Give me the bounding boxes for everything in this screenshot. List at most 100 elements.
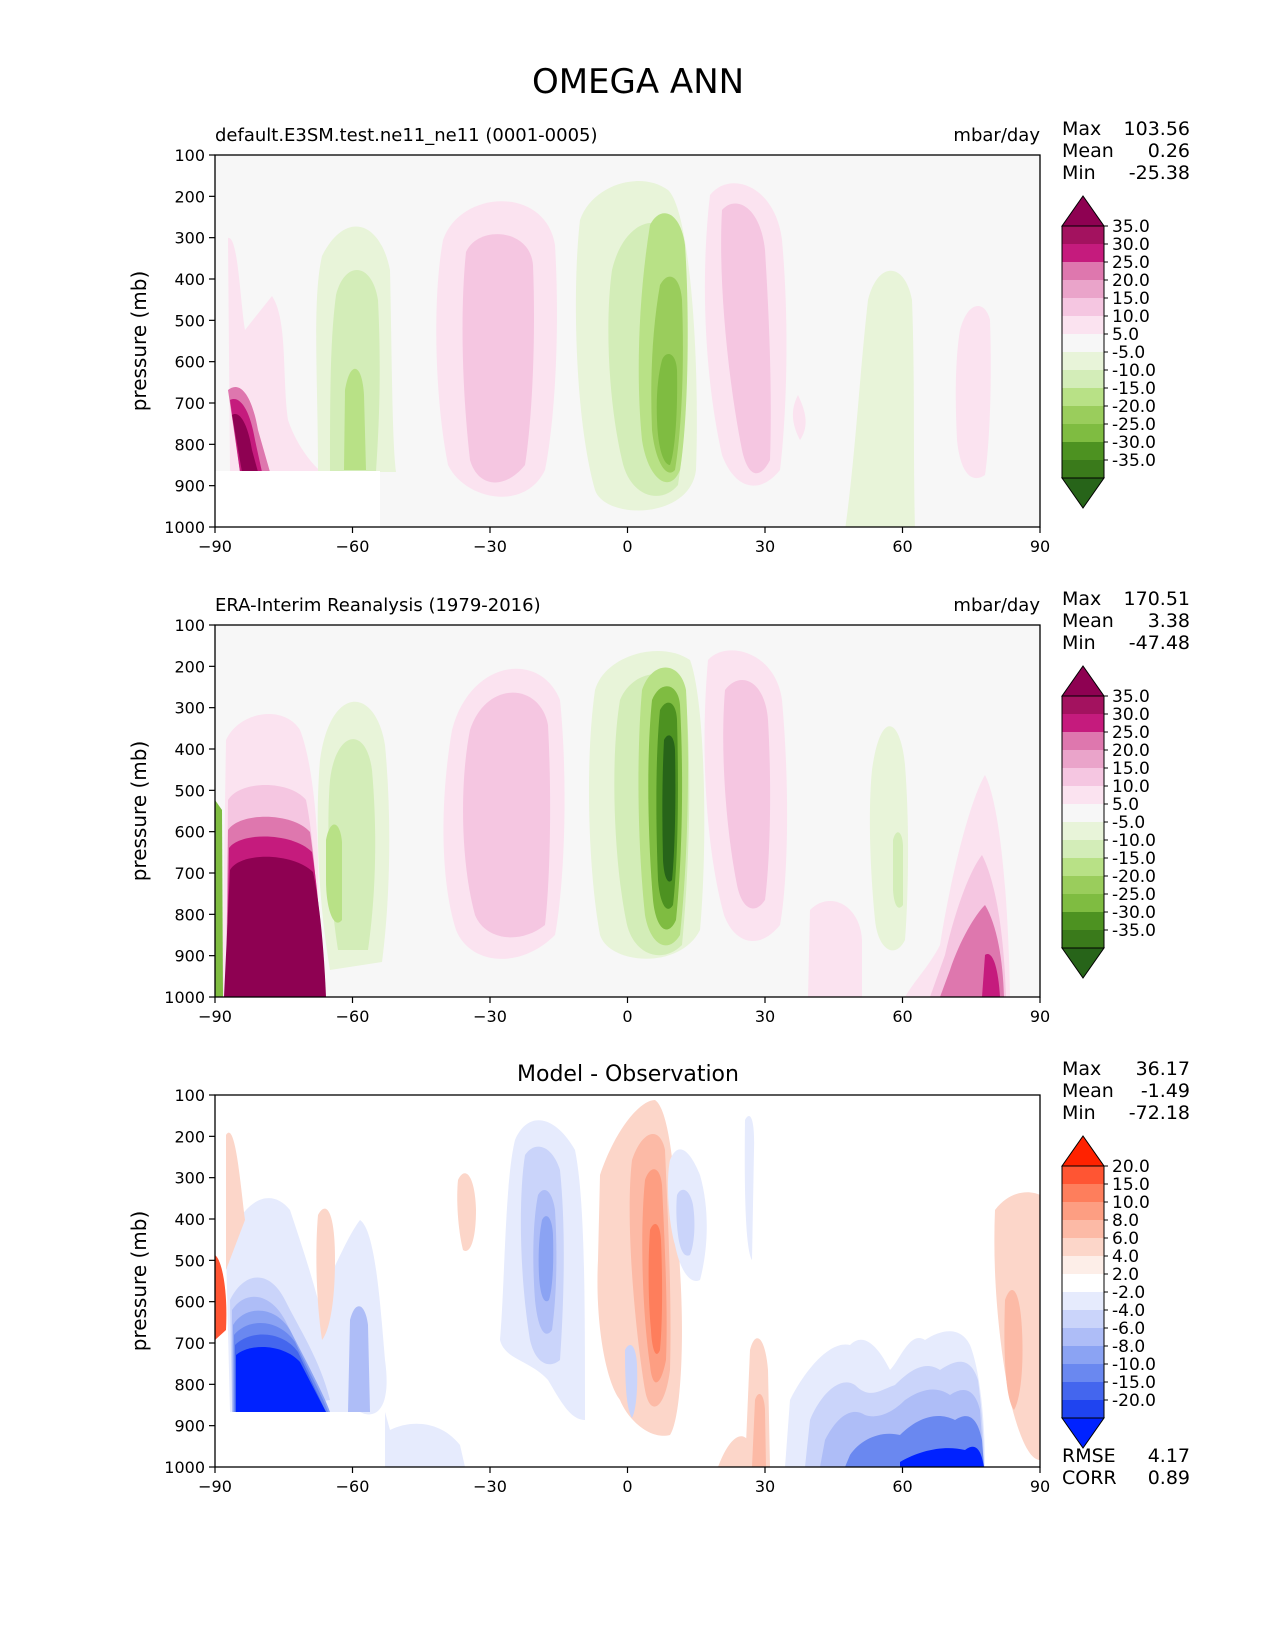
- colorbar-label: 25.0: [1112, 253, 1150, 273]
- x-tick-label: −60: [336, 1007, 370, 1026]
- stat-label: RMSE: [1062, 1445, 1116, 1467]
- colorbar-segment: [1062, 226, 1104, 244]
- y-tick-label: 400: [174, 740, 205, 759]
- colorbar-segment: [1062, 406, 1104, 424]
- y-tick-label: 800: [174, 1375, 205, 1394]
- field-blob: [348, 1306, 370, 1412]
- y-tick-label: 900: [174, 1417, 205, 1436]
- colorbar-segment: [1062, 1346, 1104, 1364]
- colorbar-label: -10.0: [1112, 1355, 1156, 1375]
- panel-observation-colorbar: 35.030.025.020.015.010.05.0-5.0-10.0-15.…: [1061, 665, 1156, 979]
- colorbar-label: 20.0: [1112, 271, 1150, 291]
- panel-model-colorbar: 35.030.025.020.015.010.05.0-5.0-10.0-15.…: [1061, 195, 1156, 509]
- colorbar-segment: [1062, 1202, 1104, 1220]
- y-tick-label: 800: [174, 905, 205, 924]
- panel-model: −90 −60 −30 0 30 60 90 100 200 300 400 500 600 700 800…: [127, 118, 1190, 556]
- colorbar-label: 15.0: [1112, 1175, 1150, 1195]
- stat-label: Max: [1062, 118, 1101, 140]
- colorbar-label: 30.0: [1112, 235, 1150, 255]
- colorbar-segment: [1062, 1292, 1104, 1310]
- colorbar-label: -20.0: [1112, 867, 1156, 887]
- field-blob: [656, 354, 678, 465]
- x-tick-label: 0: [622, 537, 632, 556]
- field-blob: [232, 414, 258, 472]
- y-tick-label: 300: [174, 1169, 205, 1188]
- y-tick-label: 500: [174, 311, 205, 330]
- colorbar-segment: [1062, 912, 1104, 930]
- colorbar-segment: [1062, 334, 1104, 352]
- y-tick-label: 300: [174, 229, 205, 248]
- colorbar-segment: [1062, 1184, 1104, 1202]
- colorbar-segment: [1062, 858, 1104, 876]
- colorbar-label: -20.0: [1112, 397, 1156, 417]
- stat-label: CORR: [1062, 1467, 1117, 1489]
- colorbar-segment: [1062, 930, 1104, 948]
- field-blob: [625, 1345, 638, 1418]
- stat-value: -1.49: [1141, 1080, 1190, 1102]
- panel-observation-ylabel: pressure (mb): [127, 741, 151, 882]
- panel-model-units: mbar/day: [953, 125, 1040, 146]
- colorbar-segment: [1062, 460, 1104, 478]
- colorbar-segment: [1062, 1328, 1104, 1346]
- x-tick-label: −60: [336, 1477, 370, 1496]
- field-blob: [752, 1394, 766, 1467]
- colorbar-segment: [1062, 316, 1104, 334]
- colorbar-segment: [1062, 1310, 1104, 1328]
- field-blob: [215, 1255, 227, 1340]
- x-tick-label: 60: [892, 537, 912, 556]
- y-tick-label: 1000: [164, 1458, 205, 1477]
- x-tick-label: −30: [473, 1477, 507, 1496]
- panel-difference-stats: Max 36.17 Mean -1.49 Min -72.18: [1062, 1058, 1190, 1124]
- stat-label: Min: [1062, 632, 1096, 654]
- field-blob: [676, 1189, 695, 1256]
- y-tick-label: 800: [174, 435, 205, 454]
- stat-value: 0.89: [1148, 1467, 1190, 1489]
- field-blob: [1004, 1290, 1023, 1410]
- colorbar-segment: [1062, 1220, 1104, 1238]
- colorbar-label: -2.0: [1112, 1283, 1145, 1303]
- stat-value: 170.51: [1124, 588, 1190, 610]
- colorbar-segment: [1062, 352, 1104, 370]
- y-tick-label: 600: [174, 353, 205, 372]
- colorbar-segment: [1062, 786, 1104, 804]
- panel-model-title-left: default.E3SM.test.ne11_ne11 (0001-0005): [215, 125, 598, 146]
- field-blob: [869, 726, 909, 951]
- colorbar-label: 10.0: [1112, 1193, 1150, 1213]
- panel-observation-axes: −90 −60 −30 0 30 60 90 100 200 300 400 500 600 700 800…: [164, 616, 1050, 1026]
- panel-observation-units: mbar/day: [953, 595, 1040, 616]
- y-tick-label: 400: [174, 1210, 205, 1229]
- panel-model-ylabel: pressure (mb): [127, 271, 151, 412]
- panel-observation-title-left: ERA-Interim Reanalysis (1979-2016): [215, 595, 541, 616]
- field-blob: [538, 1216, 554, 1302]
- x-tick-label: 30: [755, 1477, 775, 1496]
- colorbar-segment: [1062, 1364, 1104, 1382]
- colorbar-label: 15.0: [1112, 759, 1150, 779]
- colorbar-label: 5.0: [1112, 795, 1139, 815]
- panel-difference-ylabel: pressure (mb): [127, 1211, 151, 1352]
- y-tick-label: 100: [174, 146, 205, 165]
- panel-difference-error-stats: RMSE 4.17 CORR 0.89: [1062, 1445, 1190, 1489]
- stat-value: 103.56: [1124, 118, 1190, 140]
- colorbar-segment: [1062, 244, 1104, 262]
- field-blob: [662, 735, 676, 882]
- colorbar-segment: [1062, 370, 1104, 388]
- y-tick-label: 1000: [164, 988, 205, 1007]
- colorbar-label: -30.0: [1112, 433, 1156, 453]
- colorbar-segment: [1062, 696, 1104, 714]
- y-tick-label: 700: [174, 394, 205, 413]
- colorbar-segment: [1062, 876, 1104, 894]
- x-tick-label: 90: [1030, 537, 1050, 556]
- colorbar-label: 30.0: [1112, 705, 1150, 725]
- field-blob: [463, 692, 551, 938]
- field-blob: [723, 680, 771, 909]
- panel-model-contours: [215, 181, 991, 527]
- field-blob: [316, 1208, 335, 1340]
- colorbar-label: -25.0: [1112, 885, 1156, 905]
- colorbar-label: 20.0: [1112, 741, 1150, 761]
- colorbar-label: 25.0: [1112, 723, 1150, 743]
- colorbar-segment: [1062, 750, 1104, 768]
- colorbar-label: 20.0: [1112, 1157, 1150, 1177]
- stat-value: 3.38: [1148, 610, 1190, 632]
- y-tick-label: 600: [174, 823, 205, 842]
- colorbar-label: -15.0: [1112, 849, 1156, 869]
